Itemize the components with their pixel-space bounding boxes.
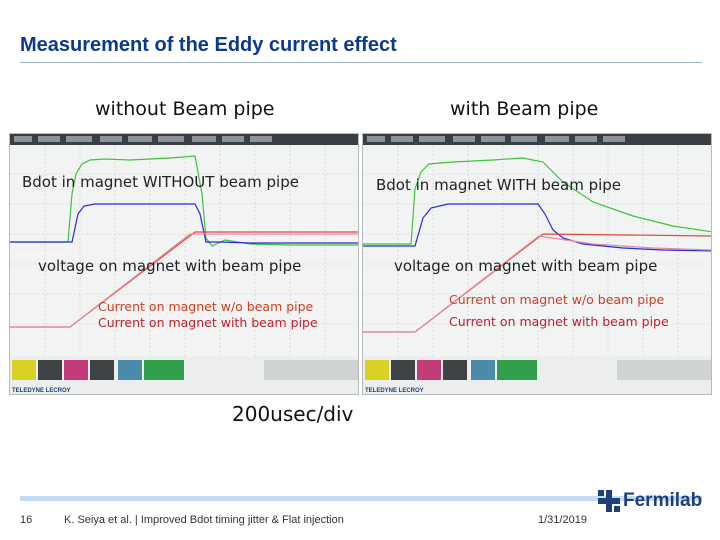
scope-traces-left: TELEDYNE LECROY [10,146,358,394]
bdot-label-right: Bdot in magnet WITH beam pipe [376,176,622,194]
scope-brand-right: TELEDYNE LECROY [365,388,424,394]
fermilab-logo-text: Fermilab [623,490,703,511]
current-label-wo-right: Current on magnet w/o beam pipe [449,292,665,307]
trace-voltage-green [10,155,358,247]
scope-menubar [10,134,358,145]
scope-menubar [363,134,711,145]
scope-brand-left: TELEDYNE LECROY [12,388,71,394]
trace-bdot-blue [363,203,711,252]
trace-bdot-blue [10,203,358,244]
bdot-label-left: Bdot in magnet WITHOUT beam pipe [22,173,299,191]
scope-screenshot-left: TELEDYNE LECROY [9,133,359,395]
voltage-label-right: voltage on magnet with beam pipe [394,257,658,275]
col-label-left: without Beam pipe [95,98,275,120]
voltage-label-left: voltage on magnet with beam pipe [38,257,302,275]
time-scale-label: 200usec/div [232,402,354,426]
footer-citation: K. Seiya et al. | Improved Bdot timing j… [64,514,344,526]
scope-traces-right: TELEDYNE LECROY [363,146,711,394]
col-label-right: with Beam pipe [450,98,599,120]
footer-page-number: 16 [20,514,33,526]
current-label-wo-left: Current on magnet w/o beam pipe [98,299,314,314]
slide-title: Measurement of the Eddy current effect [20,34,397,56]
trace-voltage-green [363,157,711,245]
fermilab-logo: Fermilab [598,490,702,512]
scope-screenshot-right: TELEDYNE LECROY [362,133,712,395]
current-label-with-left: Current on magnet with beam pipe [98,315,318,330]
footer-rule [20,496,702,501]
current-label-with-right: Current on magnet with beam pipe [449,314,669,329]
trace-current-pink [363,235,711,333]
title-rule [20,62,702,63]
trace-current-pink [10,233,358,328]
footer-date: 1/31/2019 [538,514,587,526]
fermilab-logo-icon [598,490,620,512]
